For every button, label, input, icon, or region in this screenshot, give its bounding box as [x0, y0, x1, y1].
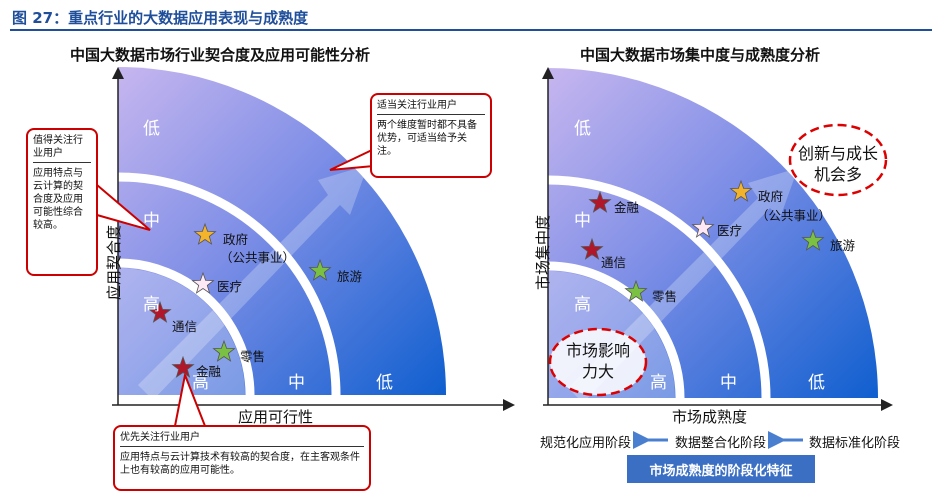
band-label: 中 [574, 211, 591, 231]
star [308, 258, 332, 281]
band-label: 中 [720, 373, 737, 393]
star [212, 339, 236, 362]
stage-caption-box [627, 455, 815, 483]
callout-pointers [96, 149, 386, 427]
band-label: 中 [143, 211, 160, 231]
industry-label: 医疗 [217, 279, 243, 294]
band-label: 高 [143, 295, 160, 315]
band-label: 中 [288, 373, 305, 393]
highlight-ring [788, 123, 888, 197]
callout: 值得关注行业用户 应用特点与云计算的契合度及应用可能性综合较高。 [26, 128, 98, 276]
y-axis-label: 应用契合度 [105, 224, 123, 300]
callout-body: 应用特点与云计算技术有较高的契合度，在主客观条件上也有较高的应用可能性。 [120, 452, 360, 476]
industry-label: （公共事业） [756, 208, 832, 223]
band-label: 高 [574, 295, 591, 315]
ring-band [118, 67, 446, 395]
industry-label: 零售 [652, 289, 678, 304]
industry-label: 金融 [196, 364, 222, 379]
industry-label: （公共事业） [220, 250, 296, 265]
star [588, 190, 612, 213]
stage-label: 数据整合化阶段 [675, 436, 767, 451]
highlight-text: 创新与成长机会多 [797, 144, 878, 184]
trend-arrow [138, 165, 368, 400]
band-label: 低 [376, 373, 393, 393]
band-label: 高 [192, 373, 209, 393]
industry-label: 通信 [172, 319, 198, 334]
chart-title: 中国大数据市场集中度与成熟度分析 [580, 46, 821, 64]
star [691, 215, 715, 238]
ring-gap [547, 261, 685, 399]
highlight-text: 市场影响力大 [565, 341, 630, 381]
industry-label: 政府 [223, 232, 249, 247]
x-axis-label: 市场成熟度 [672, 408, 748, 426]
star [148, 300, 172, 323]
y-axis-label: 市场集中度 [534, 214, 552, 290]
industry-label: 政府 [758, 189, 784, 204]
band-label: 高 [650, 373, 667, 393]
x-axis-label: 应用可行性 [238, 408, 314, 426]
ring-inner [118, 268, 245, 395]
chart-title: 中国大数据市场行业契合度及应用可能性分析 [70, 46, 371, 64]
industry-label: 零售 [240, 349, 266, 364]
ring-band [548, 68, 878, 398]
industry-label: 医疗 [717, 223, 743, 238]
callout-heading: 值得关注行业用户 [33, 134, 91, 163]
band-label: 低 [574, 119, 591, 139]
page-title: 图 27：重点行业的大数据应用表现与成熟度 [12, 9, 309, 27]
callout-heading: 优先关注行业用户 [120, 431, 364, 447]
callout: 适当关注行业用户 两个维度暂时都不具备优势，可适当给予关注。 [370, 93, 492, 178]
highlight-ring [548, 327, 648, 397]
star [193, 222, 217, 245]
industry-label: 旅游 [830, 238, 856, 253]
callout: 优先关注行业用户 应用特点与云计算技术有较高的契合度，在主客观条件上也有较高的应… [113, 425, 371, 491]
stage-caption: 市场成熟度的阶段化特征 [649, 464, 793, 479]
band-label: 低 [143, 119, 160, 139]
star [801, 228, 825, 251]
star [191, 271, 215, 294]
stars [148, 179, 825, 378]
industry-label: 通信 [601, 255, 627, 270]
callout-body: 应用特点与云计算的契合度及应用可能性综合较高。 [33, 168, 83, 231]
callout-body: 两个维度暂时都不具备优势，可适当给予关注。 [377, 120, 477, 157]
star [580, 237, 604, 260]
ring-gap [117, 172, 341, 396]
ring-gap [117, 258, 255, 396]
industry-label: 旅游 [337, 269, 363, 284]
industry-label: 金融 [614, 200, 640, 215]
star [729, 179, 753, 202]
stage-label: 数据标准化阶段 [809, 436, 901, 451]
callout-heading: 适当关注行业用户 [377, 99, 485, 115]
stage-label: 规范化应用阶段 [540, 436, 632, 451]
ring-gap [547, 175, 771, 399]
star [624, 279, 648, 302]
band-label: 低 [808, 373, 825, 393]
star [171, 355, 195, 378]
